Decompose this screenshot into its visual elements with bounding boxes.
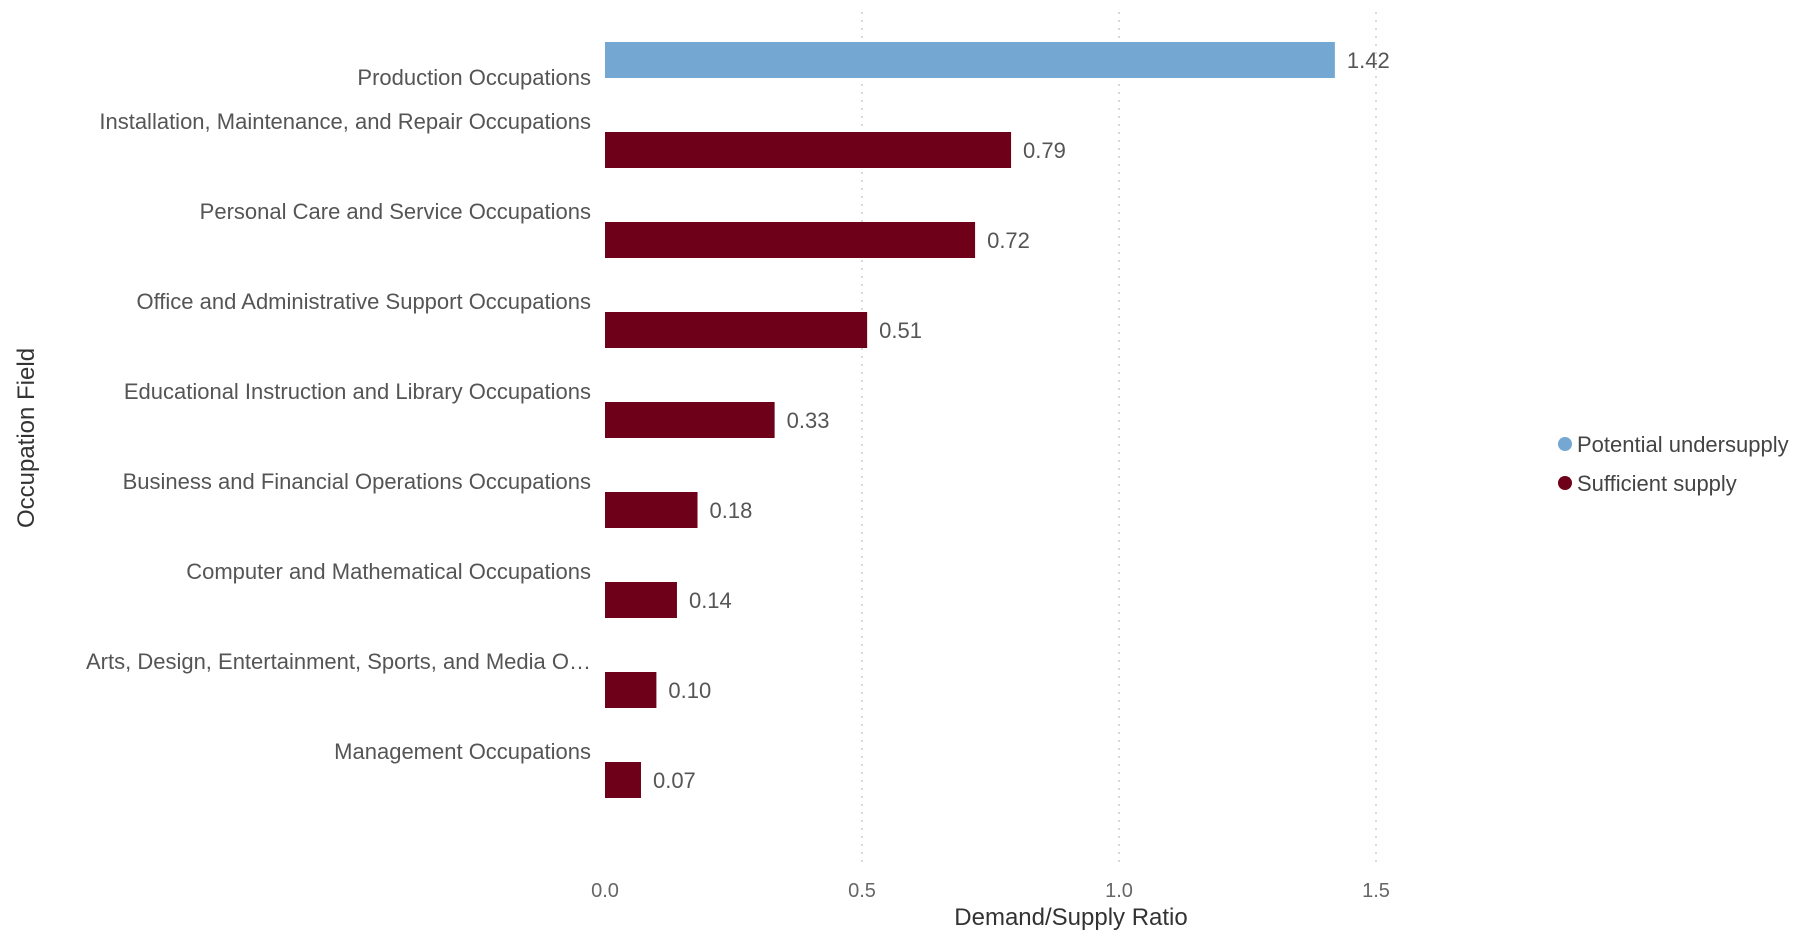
category-label: Installation, Maintenance, and Repair Oc… (99, 109, 591, 134)
bar (605, 762, 641, 798)
data-label: 0.33 (787, 408, 830, 433)
category-label: Educational Instruction and Library Occu… (124, 379, 591, 404)
bar (605, 132, 1012, 168)
category-label: Production Occupations (357, 65, 591, 90)
category-labels: Production Occupations Installation, Main… (86, 65, 591, 764)
data-label: 0.07 (653, 768, 696, 793)
bar (605, 492, 698, 528)
legend-label: Sufficient supply (1577, 471, 1737, 496)
category-label: Computer and Mathematical Occupations (186, 559, 591, 584)
x-tick-label: 0.5 (848, 880, 876, 902)
y-axis-title: Occupation Field (13, 348, 40, 528)
bar (605, 312, 868, 348)
bar (605, 672, 657, 708)
legend-label: Potential undersupply (1577, 432, 1789, 457)
legend: Potential undersupply Sufficient supply (1558, 432, 1789, 496)
data-label: 0.18 (710, 498, 753, 523)
category-label: Personal Care and Service Occupations (200, 199, 591, 224)
category-label: Business and Financial Operations Occupa… (123, 469, 591, 494)
category-label: Management Occupations (334, 739, 591, 764)
data-label: 1.42 (1347, 48, 1390, 73)
legend-marker (1558, 476, 1572, 490)
gridlines (861, 12, 1377, 868)
x-tick-label: 1.0 (1105, 880, 1133, 902)
bar (605, 42, 1335, 78)
x-tick-labels: 0.0 0.5 1.0 1.5 (591, 880, 1390, 902)
data-label: 0.10 (668, 678, 711, 703)
bar (605, 222, 976, 258)
data-label: 0.14 (689, 588, 732, 613)
data-label: 0.79 (1023, 138, 1066, 163)
category-label: Arts, Design, Entertainment, Sports, and… (86, 649, 591, 674)
bar (605, 402, 775, 438)
data-label: 0.51 (879, 318, 922, 343)
x-tick-label: 1.5 (1362, 880, 1390, 902)
x-axis-title: Demand/Supply Ratio (954, 904, 1187, 931)
value-labels: 1.42 0.79 0.72 0.51 0.33 0.18 0.14 0.10 0.07 (653, 48, 1390, 793)
legend-marker (1558, 437, 1572, 451)
data-label: 0.72 (987, 228, 1030, 253)
bar (605, 582, 677, 618)
bars (605, 42, 1335, 798)
category-label: Office and Administrative Support Occupa… (136, 289, 591, 314)
x-tick-label: 0.0 (591, 880, 619, 902)
